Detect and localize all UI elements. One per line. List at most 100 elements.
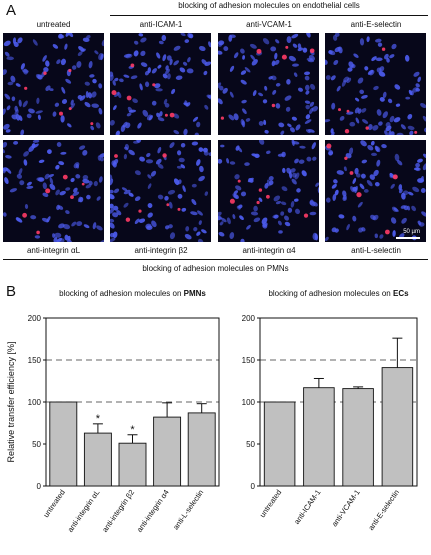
nucleus: [358, 227, 364, 233]
x-tick-label: anti-integrin α4: [135, 488, 171, 534]
panel-b-letter: B: [6, 283, 17, 300]
nucleus: [134, 196, 141, 201]
labeled-cell: [303, 213, 309, 218]
x-tick-label: anti-VCAM-1: [330, 488, 362, 528]
nucleus: [128, 149, 135, 156]
nucleus: [35, 110, 43, 114]
nucleus: [121, 187, 128, 192]
nucleus: [371, 152, 377, 157]
nucleus: [374, 233, 379, 239]
nucleus: [292, 43, 298, 48]
nucleus: [42, 192, 49, 198]
nucleus: [49, 183, 56, 191]
significance-marker: *: [96, 413, 101, 425]
labeled-cell: [344, 129, 350, 134]
nucleus: [233, 190, 239, 195]
labeled-cell: [349, 171, 354, 175]
micro-label-eselectin: anti-E-selectin: [350, 20, 402, 29]
nucleus: [222, 87, 228, 94]
nucleus: [270, 46, 277, 52]
nucleus: [75, 174, 81, 179]
labeled-cell: [309, 48, 315, 54]
labeled-cell: [62, 174, 68, 180]
nucleus: [38, 159, 45, 164]
nucleus: [261, 217, 268, 225]
nucleus: [229, 65, 235, 72]
nucleus: [218, 50, 223, 55]
nucleus: [355, 117, 360, 124]
labeled-cell: [22, 212, 27, 218]
nucleus: [37, 114, 41, 120]
nucleus: [70, 99, 74, 106]
nucleus: [284, 221, 291, 227]
nucleus: [4, 93, 11, 100]
nucleus: [4, 51, 10, 57]
nucleus: [110, 193, 115, 200]
nucleus: [304, 84, 310, 91]
nucleus: [317, 186, 319, 194]
nucleus: [336, 170, 344, 175]
nucleus: [325, 75, 331, 80]
nucleus: [5, 129, 11, 133]
nucleus: [396, 132, 404, 135]
nucleus: [229, 91, 234, 98]
labeled-cell: [237, 179, 241, 183]
nucleus: [407, 191, 414, 196]
nucleus: [101, 39, 104, 47]
nucleus: [285, 106, 291, 112]
nucleus: [286, 79, 291, 85]
micro-image-integrin-al: [3, 140, 104, 242]
nucleus: [264, 129, 269, 134]
nucleus: [82, 149, 88, 156]
nucleus: [249, 43, 257, 49]
nucleus: [65, 187, 71, 191]
nucleus: [203, 70, 208, 76]
labeled-cell: [266, 194, 270, 199]
nucleus: [361, 108, 367, 113]
nucleus: [65, 33, 71, 37]
nucleus: [168, 224, 173, 229]
nucleus: [98, 53, 104, 60]
nucleus: [346, 223, 350, 231]
nucleus: [194, 132, 199, 135]
nucleus: [378, 71, 386, 77]
nucleus: [144, 81, 150, 88]
nucleus: [361, 94, 368, 99]
labeled-cell: [164, 113, 168, 117]
nucleus: [292, 63, 299, 67]
nucleus: [140, 37, 147, 43]
nucleus: [390, 183, 395, 189]
nucleus: [309, 200, 316, 207]
nucleus: [299, 145, 306, 149]
nucleus: [246, 224, 251, 230]
nucleus: [115, 130, 120, 135]
nucleus: [373, 169, 379, 177]
nucleus: [44, 173, 50, 180]
nucleus: [292, 141, 300, 145]
nucleus: [185, 226, 190, 232]
nucleus: [312, 156, 317, 161]
nucleus: [67, 123, 72, 128]
nucleus: [165, 65, 169, 71]
nucleus: [10, 75, 16, 83]
nucleus: [89, 74, 95, 78]
nucleus: [280, 201, 287, 206]
y-tick-label: 150: [28, 356, 42, 365]
nucleus: [18, 99, 22, 107]
nucleus: [245, 118, 251, 122]
nucleus: [180, 33, 186, 37]
nucleus: [328, 149, 334, 156]
nucleus: [182, 185, 186, 193]
nucleus: [73, 187, 78, 193]
nucleus: [123, 189, 131, 195]
nucleus: [415, 83, 420, 88]
nucleus: [337, 46, 343, 54]
nucleus: [3, 212, 7, 217]
labeled-cell: [229, 198, 235, 204]
nucleus: [32, 39, 38, 46]
nucleus: [86, 194, 91, 200]
nucleus: [237, 146, 243, 153]
nucleus: [176, 165, 182, 169]
nucleus: [190, 211, 198, 216]
nucleus: [336, 85, 341, 92]
